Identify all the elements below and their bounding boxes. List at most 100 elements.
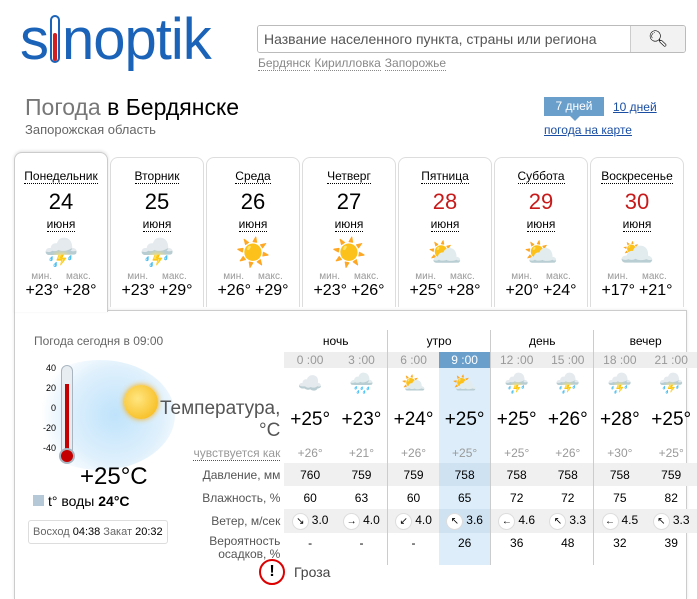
humidity-value: 60 bbox=[303, 490, 317, 505]
search-button[interactable]: 🔍︎ bbox=[630, 26, 685, 52]
sun-cloud-thunder-icon: ⛈️ bbox=[43, 237, 79, 268]
feels-like-value: +26° bbox=[297, 445, 323, 460]
day-month: июня bbox=[142, 217, 172, 232]
pressure-value: 758 bbox=[454, 467, 475, 482]
feels-like-cell: +21° bbox=[336, 442, 388, 463]
label-text: Вероятность bbox=[209, 534, 281, 548]
recent-city-link[interactable]: Кирилловка bbox=[314, 56, 381, 71]
min-temp: +23° bbox=[25, 282, 59, 299]
temperature-cell: +25° bbox=[284, 398, 336, 442]
pressure-cell: 758 bbox=[593, 463, 646, 486]
temperature-value: +25° bbox=[290, 409, 331, 430]
day-date: 29 bbox=[528, 189, 554, 214]
precipitation-cell: 39 bbox=[645, 533, 697, 565]
water-value: 24°C bbox=[98, 493, 130, 509]
precipitation-cell: - bbox=[336, 533, 388, 565]
min-label: мин. bbox=[511, 271, 533, 282]
pressure-value: 759 bbox=[661, 467, 682, 482]
precipitation-value: - bbox=[308, 536, 313, 550]
temperature-value: +23° bbox=[341, 409, 382, 430]
wind-direction-icon: → bbox=[343, 512, 361, 530]
feels-like-cell: +25° bbox=[439, 442, 491, 463]
temperature-cell: +26° bbox=[542, 398, 594, 442]
weather-icon-cell: ⛅ bbox=[387, 368, 440, 398]
time-cell: 15 :00 bbox=[542, 352, 594, 368]
max-label: макс. bbox=[546, 271, 571, 282]
day-tab[interactable]: Пятница 28 июня ⛅ мин. макс. +25° +28° bbox=[398, 157, 492, 307]
min-label: мин. bbox=[127, 271, 149, 282]
day-name: Среда bbox=[235, 169, 271, 184]
feels-like-link[interactable]: чувствуется как bbox=[193, 445, 281, 461]
hourly-table: ночь утро день вечер 0 :00 3 :00 6 :00 9 :00 12 … bbox=[160, 330, 697, 565]
humidity-cell: 60 bbox=[387, 486, 440, 509]
time-value: 12 :00 bbox=[500, 353, 534, 367]
wind-direction-icon: ← bbox=[498, 512, 516, 530]
feels-like-value: +25° bbox=[658, 445, 684, 460]
title-prefix: Погода bbox=[25, 94, 101, 120]
sinoptik-logo[interactable]: s noptik bbox=[20, 7, 212, 72]
feels-like-value: +30° bbox=[607, 445, 633, 460]
precipitation-value: 26 bbox=[457, 536, 472, 550]
map-link[interactable]: погода на карте bbox=[544, 123, 632, 137]
min-label: мин. bbox=[415, 271, 437, 282]
tab-7-days[interactable]: 7 дней bbox=[544, 97, 604, 121]
precipitation-cell: - bbox=[387, 533, 440, 565]
feels-like-value: +21° bbox=[348, 445, 375, 460]
precipitation-cell: 36 bbox=[490, 533, 543, 565]
humidity-value: 60 bbox=[406, 490, 421, 505]
precipitation-cell: 26 bbox=[439, 533, 491, 565]
time-cell: 21 :00 bbox=[645, 352, 697, 368]
sun-cloud-icon: ⛅ bbox=[401, 372, 426, 395]
scale-tick: 40 bbox=[45, 363, 56, 373]
day-tab[interactable]: Четверг 27 июня ☀️ мин. макс. +23° +26° bbox=[302, 157, 396, 307]
day-name: Воскресенье bbox=[601, 169, 673, 184]
pressure-value: 758 bbox=[557, 467, 578, 482]
min-temp: +25° bbox=[409, 282, 443, 299]
current-temperature: +25°C bbox=[80, 463, 148, 490]
wind-direction-icon: ↘ bbox=[291, 512, 309, 530]
label-text: Температура, °C bbox=[160, 398, 281, 441]
precipitation-value: 32 bbox=[613, 536, 627, 550]
wind-cell: ↖ 3.6 bbox=[439, 509, 491, 533]
humidity-cell: 75 bbox=[593, 486, 646, 509]
day-tab[interactable]: Понедельник 24 июня ⛈️ мин. макс. +23° +28… bbox=[14, 152, 108, 312]
day-tab[interactable]: Суббота 29 июня ⛅ мин. макс. +20° +24° bbox=[494, 157, 588, 307]
day-tab[interactable]: Вторник 25 июня ⛈️ мин. макс. +23° +29° bbox=[110, 157, 204, 307]
time-cell: 0 :00 bbox=[284, 352, 336, 368]
search-input[interactable] bbox=[258, 26, 630, 52]
max-temp: +26° bbox=[351, 282, 385, 299]
recent-city-link[interactable]: Бердянск bbox=[258, 56, 311, 71]
cloud-rain-night-icon: 🌧️ bbox=[349, 372, 374, 395]
period-label: ночь bbox=[322, 334, 349, 348]
max-temp: +28° bbox=[447, 282, 481, 299]
day-tab[interactable]: Среда 26 июня ☀️ мин. макс. +26° +29° bbox=[206, 157, 300, 307]
recent-city-link[interactable]: Запорожье bbox=[384, 56, 447, 71]
temperature-cell: +25° bbox=[645, 398, 697, 442]
tab-10-days[interactable]: 10 дней bbox=[613, 100, 657, 114]
day-tab[interactable]: Воскресенье 30 июня 🌥️ мин. макс. +17° +21… bbox=[590, 157, 684, 307]
night-cloud-thunder-icon: ⛈️ bbox=[658, 372, 684, 395]
wind-cell: ← 4.5 bbox=[593, 509, 646, 533]
feels-like-cell: +26° bbox=[284, 442, 336, 463]
wind-direction-icon: ↙ bbox=[395, 512, 413, 530]
humidity-cell: 60 bbox=[284, 486, 336, 509]
sun-icon: ☀️ bbox=[235, 237, 271, 268]
feels-like-cell: +25° bbox=[645, 442, 697, 463]
min-temp: +26° bbox=[217, 282, 251, 299]
sun-cloud-thunder-icon: ⛈️ bbox=[139, 237, 175, 268]
pressure-value: 760 bbox=[300, 467, 321, 482]
cloud-sun-icon bbox=[25, 360, 175, 470]
feels-like-cell: +25° bbox=[490, 442, 543, 463]
sun-cloud-thunder-icon: ⛈️ bbox=[555, 372, 581, 395]
warning-text: Гроза bbox=[294, 564, 331, 580]
time-cell: 6 :00 bbox=[387, 352, 440, 368]
humidity-value: 82 bbox=[664, 490, 678, 505]
humidity-value: 72 bbox=[561, 490, 575, 505]
wind-value: 4.0 bbox=[415, 512, 432, 527]
sunrise-sunset: Восход 04:38 Закат 20:32 bbox=[28, 520, 168, 544]
search-form: 🔍︎ bbox=[257, 25, 686, 53]
pressure-value: 758 bbox=[506, 467, 527, 482]
precipitation-value: 36 bbox=[510, 536, 524, 550]
day-name: Пятница bbox=[421, 169, 469, 184]
pressure-value: 758 bbox=[609, 467, 630, 482]
